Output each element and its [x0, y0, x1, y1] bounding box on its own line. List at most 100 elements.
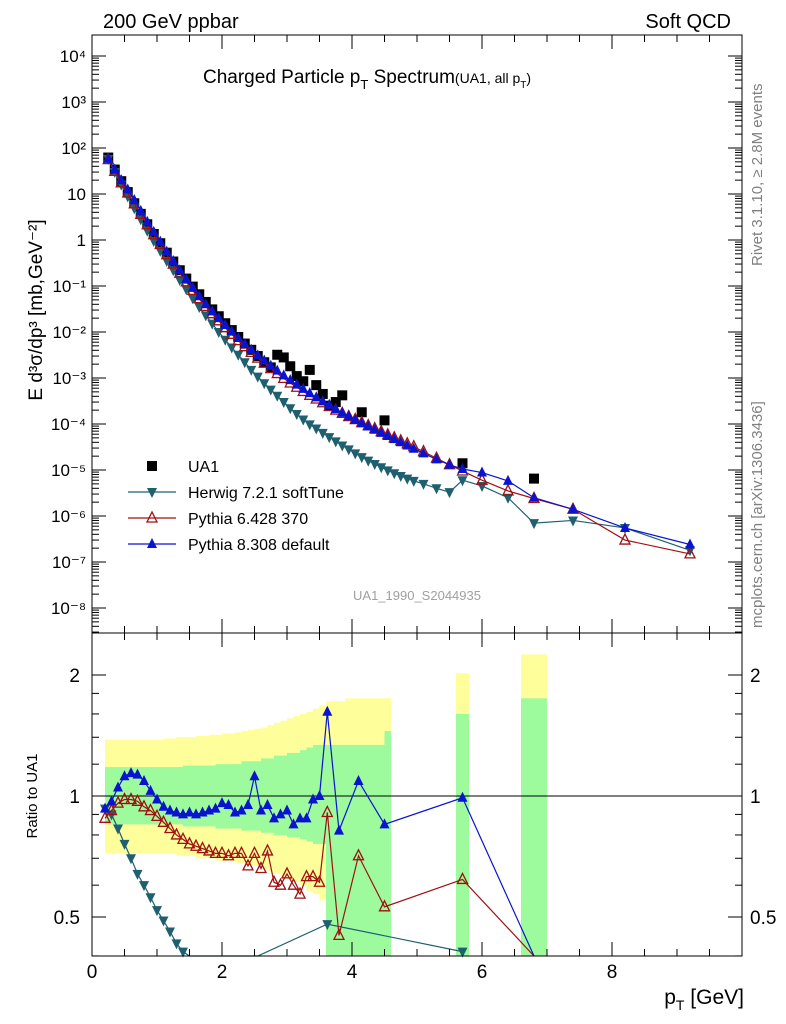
main-y-tick-label: 10⁻⁴ [51, 415, 86, 434]
main-y-tick-label: 10⁻⁶ [51, 507, 86, 526]
ratio-y-tick-label: 2 [69, 666, 80, 687]
ratio-y-tick-label: 1 [69, 787, 80, 808]
ratio-point-pythia-8-308-default [152, 793, 162, 804]
data-point-herwig-7-2-1-softtune [291, 409, 302, 420]
ratio-point-herwig-7-2-1-softtune [178, 947, 188, 958]
main-plot-marks [102, 152, 697, 559]
data-point-herwig-7-2-1-softtune [194, 302, 205, 313]
main-y-tick-label: 1 [77, 231, 86, 250]
ratio-point-pythia-6-428-370 [254, 861, 268, 874]
ratio-point-pythia-6-428-370 [306, 869, 320, 882]
data-point-pythia-8-308-default [207, 305, 218, 316]
data-point-pythia-8-308-default [431, 453, 442, 464]
ratio-point-pythia-6-428-370 [105, 803, 118, 816]
data-point-herwig-7-2-1-softtune [174, 276, 185, 287]
data-point-pythia-6-428-370 [475, 472, 489, 485]
data-point-pythia-8-308-default [122, 183, 133, 194]
data-point-herwig-7-2-1-softtune [161, 256, 172, 267]
main-y-tick-label: 10 [67, 185, 86, 204]
ratio-band-inner [352, 744, 359, 956]
main-y-tick-label: 10² [61, 139, 86, 158]
data-point-pythia-8-308-default [246, 343, 257, 354]
x-tick-label: 8 [607, 962, 618, 983]
plot-title-note: (UA1, all p [455, 70, 521, 86]
ratio-point-pythia-6-428-370 [248, 845, 261, 858]
main-y-tick-label: 10⁻³ [52, 369, 86, 388]
plot-title-note-end: ) [526, 70, 531, 86]
ratio-point-pythia-6-428-370 [261, 843, 274, 856]
data-point-herwig-7-2-1-softtune [246, 365, 257, 376]
main-y-tick-label: 10³ [61, 93, 86, 112]
ratio-point-pythia-8-308-default [379, 818, 390, 829]
data-point-ua1 [272, 349, 283, 360]
ratio-band-inner [339, 744, 346, 956]
data-point-pythia-8-308-default [109, 163, 120, 174]
ratio-point-pythia-8-308-default [217, 797, 227, 808]
data-point-herwig-7-2-1-softtune [233, 350, 244, 361]
data-point-pythia-8-308-default [395, 436, 406, 447]
data-point-pythia-8-308-default [408, 442, 419, 453]
legend-label: Pythia 6.428 370 [188, 511, 308, 528]
side-rivet-label: Rivet 3.1.10, ≥ 2.8M events [749, 84, 766, 267]
ratio-point-pythia-6-428-370 [144, 803, 157, 816]
ratio-point-pythia-8-308-default [275, 808, 286, 819]
ratio-point-pythia-6-428-370 [137, 799, 151, 812]
data-point-herwig-7-2-1-softtune [168, 266, 179, 277]
data-point-pythia-8-308-default [529, 491, 539, 502]
data-point-ua1 [337, 390, 348, 401]
main-y-tick-label: 10⁻⁸ [51, 599, 86, 618]
data-point-pythia-8-308-default [265, 359, 276, 370]
ratio-point-pythia-8-308-default [334, 824, 344, 835]
data-point-ua1 [278, 352, 289, 363]
ratio-point-pythia-8-308-default [314, 790, 325, 800]
header-left-label: 200 GeV ppbar [103, 11, 239, 33]
data-point-pythia-8-308-default [350, 413, 361, 424]
ratio-point-pythia-8-308-default [457, 791, 468, 802]
plot-title-note-sub: T [520, 80, 526, 91]
legend-marker [145, 510, 159, 523]
data-point-pythia-8-308-default [213, 312, 224, 323]
ratio-point-pythia-6-428-370 [300, 869, 313, 882]
ratio-point-pythia-8-308-default [139, 774, 149, 785]
ratio-point-pythia-6-428-370 [274, 877, 287, 890]
data-point-herwig-7-2-1-softtune [457, 476, 468, 487]
data-point-pythia-8-308-default [259, 354, 270, 365]
main-y-tick-label: 10⁻⁵ [51, 461, 86, 480]
data-point-herwig-7-2-1-softtune [311, 424, 322, 435]
ratio-point-pythia-6-428-370 [150, 808, 164, 821]
data-point-herwig-7-2-1-softtune [369, 460, 380, 471]
data-point-pythia-8-308-default [311, 391, 322, 402]
data-point-pythia-8-308-default [382, 429, 393, 440]
data-point-pythia-8-308-default [148, 225, 159, 236]
ratio-x-axis: 0 2 4 6 8 [87, 633, 743, 983]
data-point-pythia-8-308-default [402, 439, 413, 450]
ratio-point-pythia-8-308-default [236, 804, 247, 815]
data-point-herwig-7-2-1-softtune [272, 391, 283, 402]
data-point-ua1 [330, 397, 341, 408]
x-axis-label-sub: T [676, 997, 685, 1013]
main-y-tick-label: 10⁻¹ [52, 277, 86, 296]
legend-marker [147, 461, 157, 471]
data-point-pythia-8-308-default [304, 387, 315, 398]
ratio-point-pythia-8-308-default [308, 793, 318, 804]
data-point-ua1 [291, 371, 302, 382]
ratio-band-inner [319, 744, 326, 844]
data-point-pythia-8-308-default [620, 521, 630, 532]
ratio-point-pythia-6-428-370 [189, 838, 203, 851]
ratio-point-pythia-8-308-default [165, 804, 175, 815]
ratio-point-pythia-8-308-default [145, 784, 156, 795]
data-point-pythia-8-308-default [168, 254, 179, 265]
ratio-point-pythia-8-308-default [322, 705, 333, 716]
ratio-point-pythia-8-308-default [288, 818, 299, 829]
data-point-herwig-7-2-1-softtune [259, 379, 270, 390]
data-point-herwig-7-2-1-softtune [503, 493, 513, 504]
data-point-pythia-6-428-370 [683, 546, 697, 559]
ratio-band-inner [358, 744, 365, 956]
ratio-point-pythia-8-308-default [119, 770, 130, 781]
plot-title-sub: T [360, 77, 368, 92]
legend-marker [147, 488, 157, 498]
data-point-herwig-7-2-1-softtune [363, 456, 374, 467]
plot-title-main: Charged Particle p [203, 67, 360, 88]
data-point-pythia-8-308-default [317, 395, 328, 406]
data-point-pythia-8-308-default [233, 332, 244, 343]
